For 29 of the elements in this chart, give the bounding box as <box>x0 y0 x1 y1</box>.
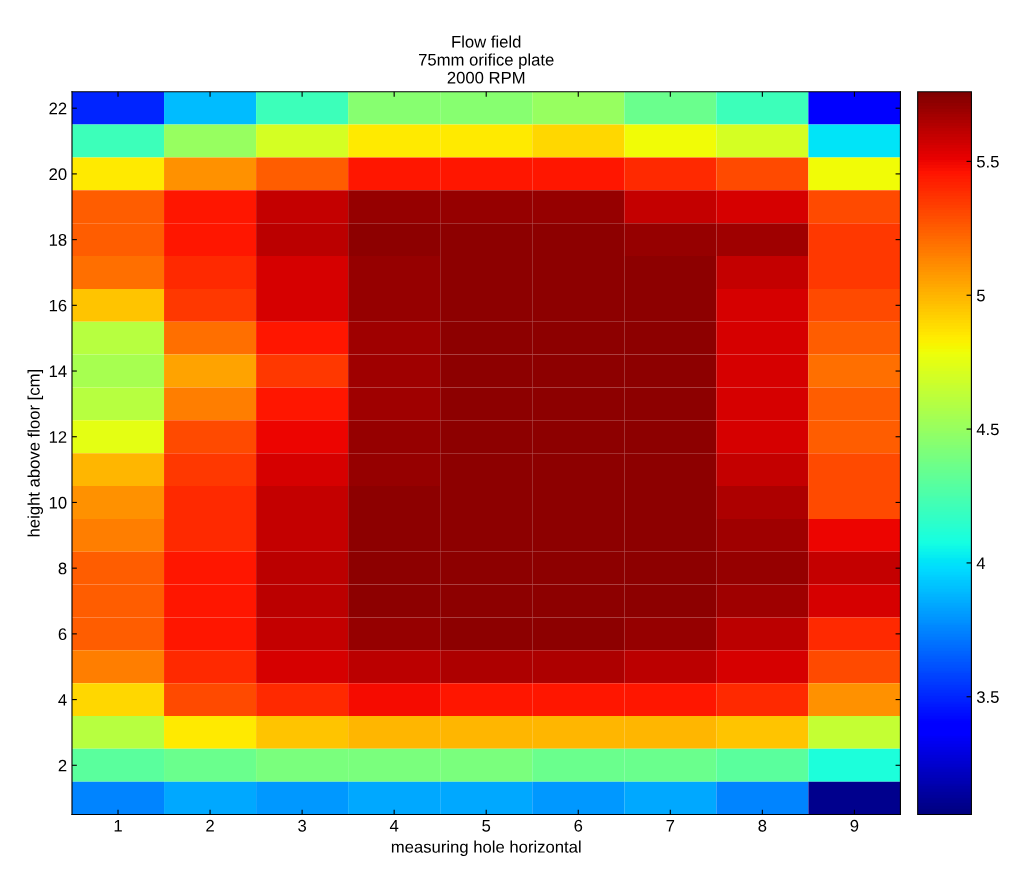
y-tick-label: 18 <box>49 234 67 246</box>
y-tick-label: 22 <box>49 102 67 115</box>
color-bar-label: 4 <box>976 557 986 569</box>
chart-title: Flow field <box>452 35 521 48</box>
color-bar-label: 5 <box>976 289 985 302</box>
color-bar-label: 5.5 <box>976 155 999 168</box>
color-bar-label: 4.5 <box>976 423 999 436</box>
x-tick-label: 7 <box>666 820 675 832</box>
color-bar-label: 3.5 <box>976 691 999 703</box>
y-axis-title: height above floor [cm] <box>27 370 44 537</box>
x-tick-label: 4 <box>389 820 399 832</box>
x-tick-label: 8 <box>758 819 767 832</box>
x-tick-label: 6 <box>574 819 583 832</box>
y-tick-label: 2 <box>58 759 67 772</box>
y-tick-label: 16 <box>49 299 67 312</box>
y-tick-label: 12 <box>49 431 67 443</box>
x-tick-label: 5 <box>482 820 491 832</box>
x-tick-label: 2 <box>206 819 214 832</box>
x-tick-label: 9 <box>850 819 859 832</box>
x-tick-label: 3 <box>298 819 307 832</box>
y-tick-label: 14 <box>49 365 67 378</box>
y-tick-label: 4 <box>58 694 67 706</box>
x-tick-label: 1 <box>114 820 122 832</box>
chart-subtitle: 75mm orifice plate 2000 RPM <box>418 53 554 84</box>
y-tick-label: 6 <box>58 628 67 641</box>
y-tick-label: 8 <box>58 562 67 575</box>
y-tick-label: 20 <box>49 168 67 181</box>
x-axis-title: measuring hole horizontal <box>391 840 581 857</box>
y-tick-label: 10 <box>49 496 67 509</box>
